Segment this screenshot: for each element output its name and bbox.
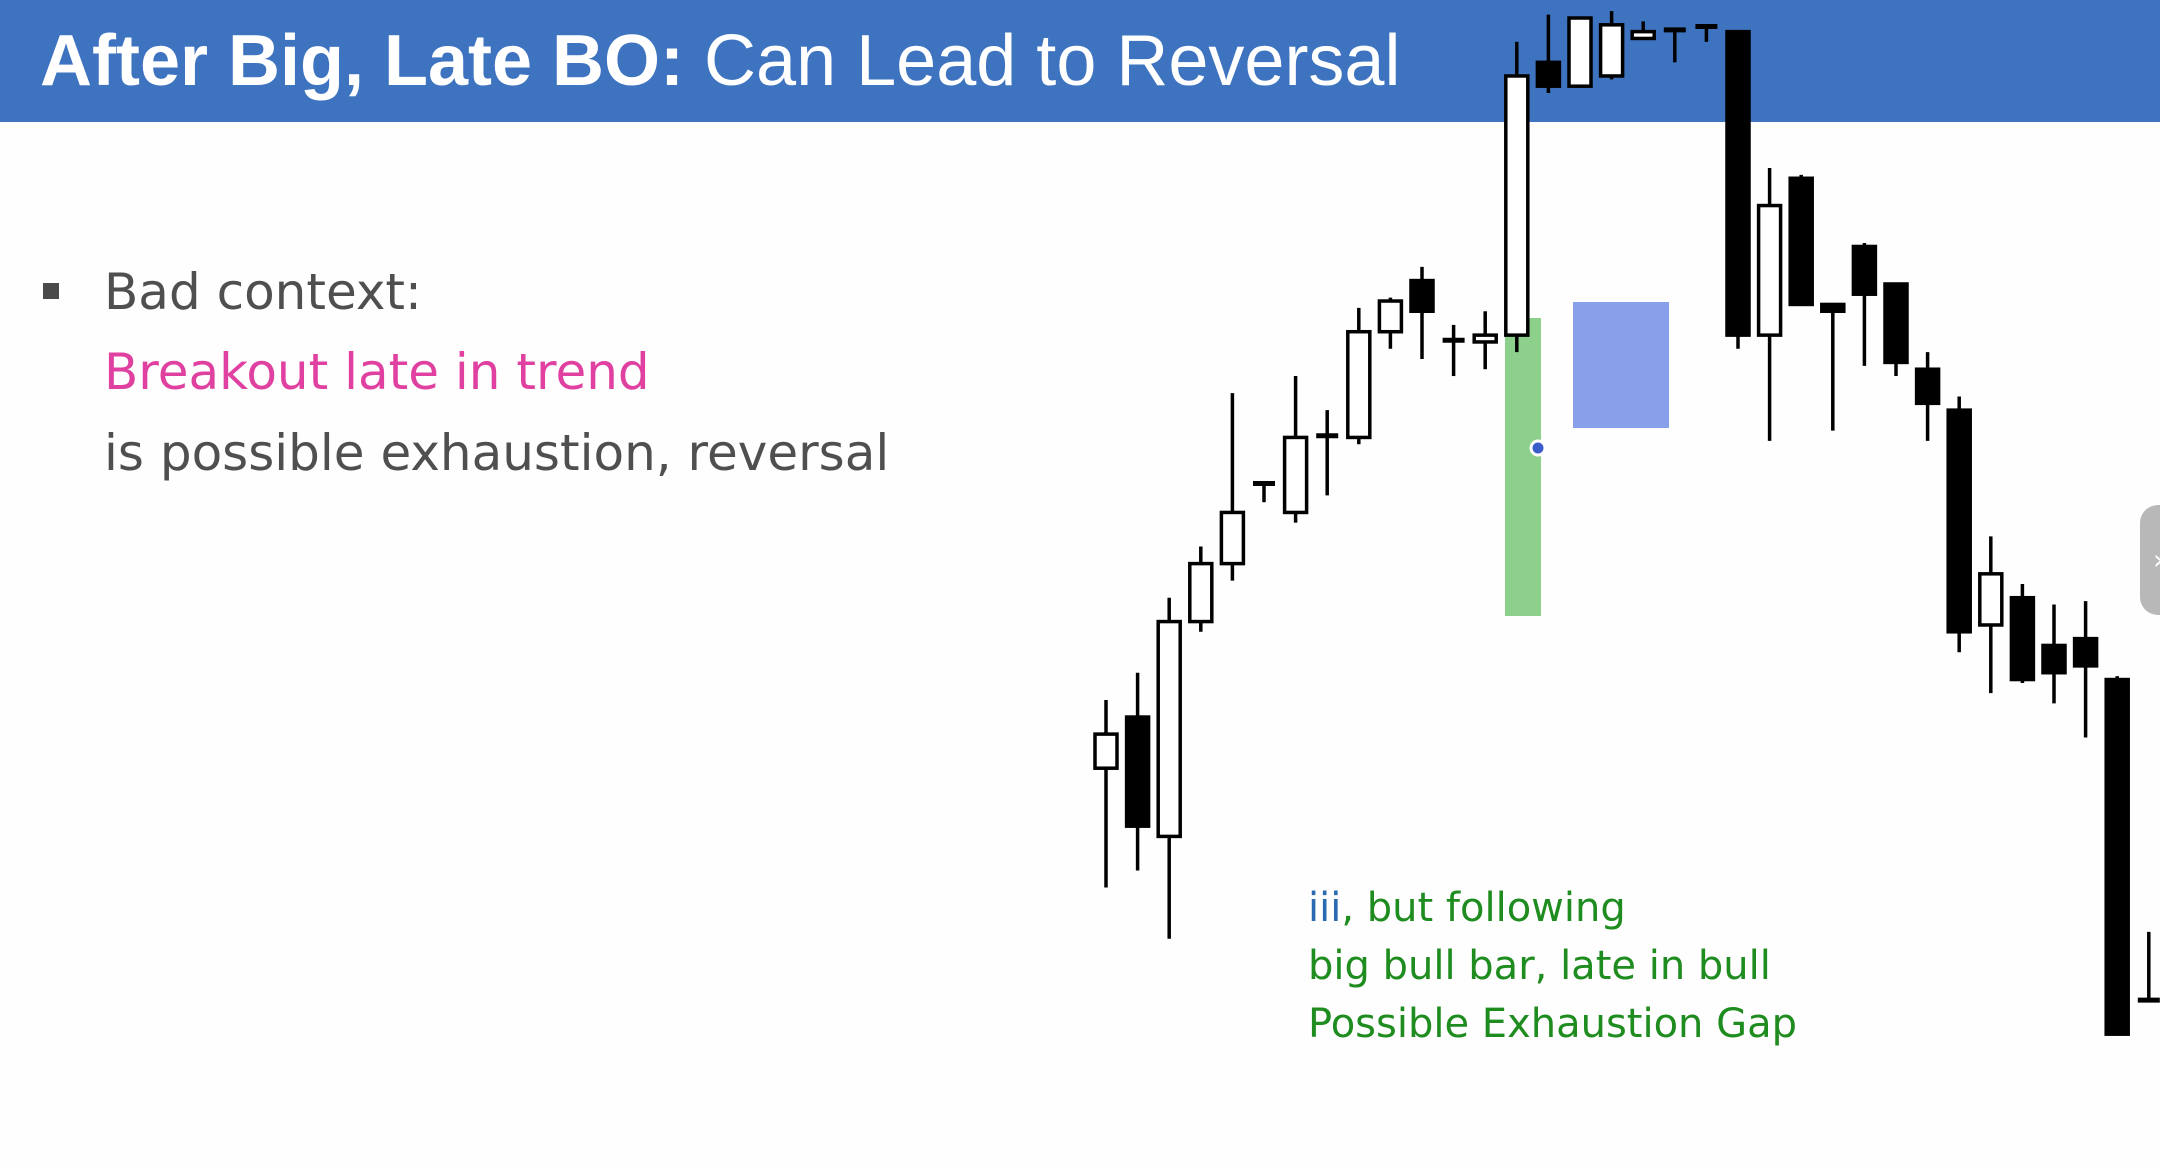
candle-bear <box>2104 677 2130 1036</box>
annotation-line-1-rest: , but following <box>1341 885 1626 931</box>
candle-bear <box>1725 29 1751 337</box>
side-panel-tab[interactable]: › <box>2140 505 2160 615</box>
candle-bear <box>1788 176 1814 307</box>
candle-bear <box>1820 302 1846 314</box>
candle-bear <box>1914 367 1941 406</box>
candle-bull <box>1346 329 1372 440</box>
candle-bull <box>1219 510 1246 566</box>
highlight-blue <box>1573 302 1669 428</box>
candle-bear <box>2072 636 2099 668</box>
candle-bull <box>1567 16 1593 88</box>
bullet-line-breakout: Breakout late in trend <box>104 343 650 401</box>
candle-bull <box>1093 732 1119 770</box>
bullet-line-context: Bad context: <box>104 263 422 321</box>
candle-bull <box>1504 74 1530 337</box>
slide-title: After Big, Late BO: Can Lead to Reversal <box>40 18 1400 104</box>
candle-bull <box>1472 333 1498 344</box>
annotation-line-1: iii, but following <box>1308 883 1626 933</box>
candle-bear <box>1883 282 1909 365</box>
candle-bull <box>1630 29 1656 41</box>
candle-bear <box>1124 715 1151 828</box>
candle-bear <box>1535 60 1562 88</box>
candle-bull <box>1978 572 2004 627</box>
candle-bull <box>1377 299 1404 334</box>
candle-bear <box>1409 278 1435 314</box>
candle-bull <box>1598 23 1625 78</box>
candle-bull <box>1188 561 1214 624</box>
bullet-line-exhaustion: is possible exhaustion, reversal <box>104 424 890 482</box>
annotation-prefix: iii <box>1308 885 1342 931</box>
candle-bull <box>1282 435 1309 515</box>
annotation-line-2: big bull bar, late in bull <box>1308 943 1771 989</box>
highlight-green <box>1505 318 1541 616</box>
candle-bull <box>1756 203 1783 337</box>
bullet-square-icon <box>43 283 59 299</box>
title-rest: Can Lead to Reversal <box>704 21 1401 101</box>
chevron-right-icon: › <box>2153 543 2160 576</box>
candle-bull <box>1156 619 1182 839</box>
title-bold: After Big, Late BO: <box>40 21 685 101</box>
candle-bear <box>1851 244 1878 296</box>
candle-bear <box>2009 595 2036 682</box>
candle-bear <box>2041 643 2067 675</box>
annotation-line-3: Possible Exhaustion Gap <box>1308 1001 1798 1047</box>
candle-bear <box>1946 408 1972 634</box>
title-bar: After Big, Late BO: Can Lead to Reversal <box>0 0 2160 122</box>
cursor-dot <box>1529 439 1547 457</box>
